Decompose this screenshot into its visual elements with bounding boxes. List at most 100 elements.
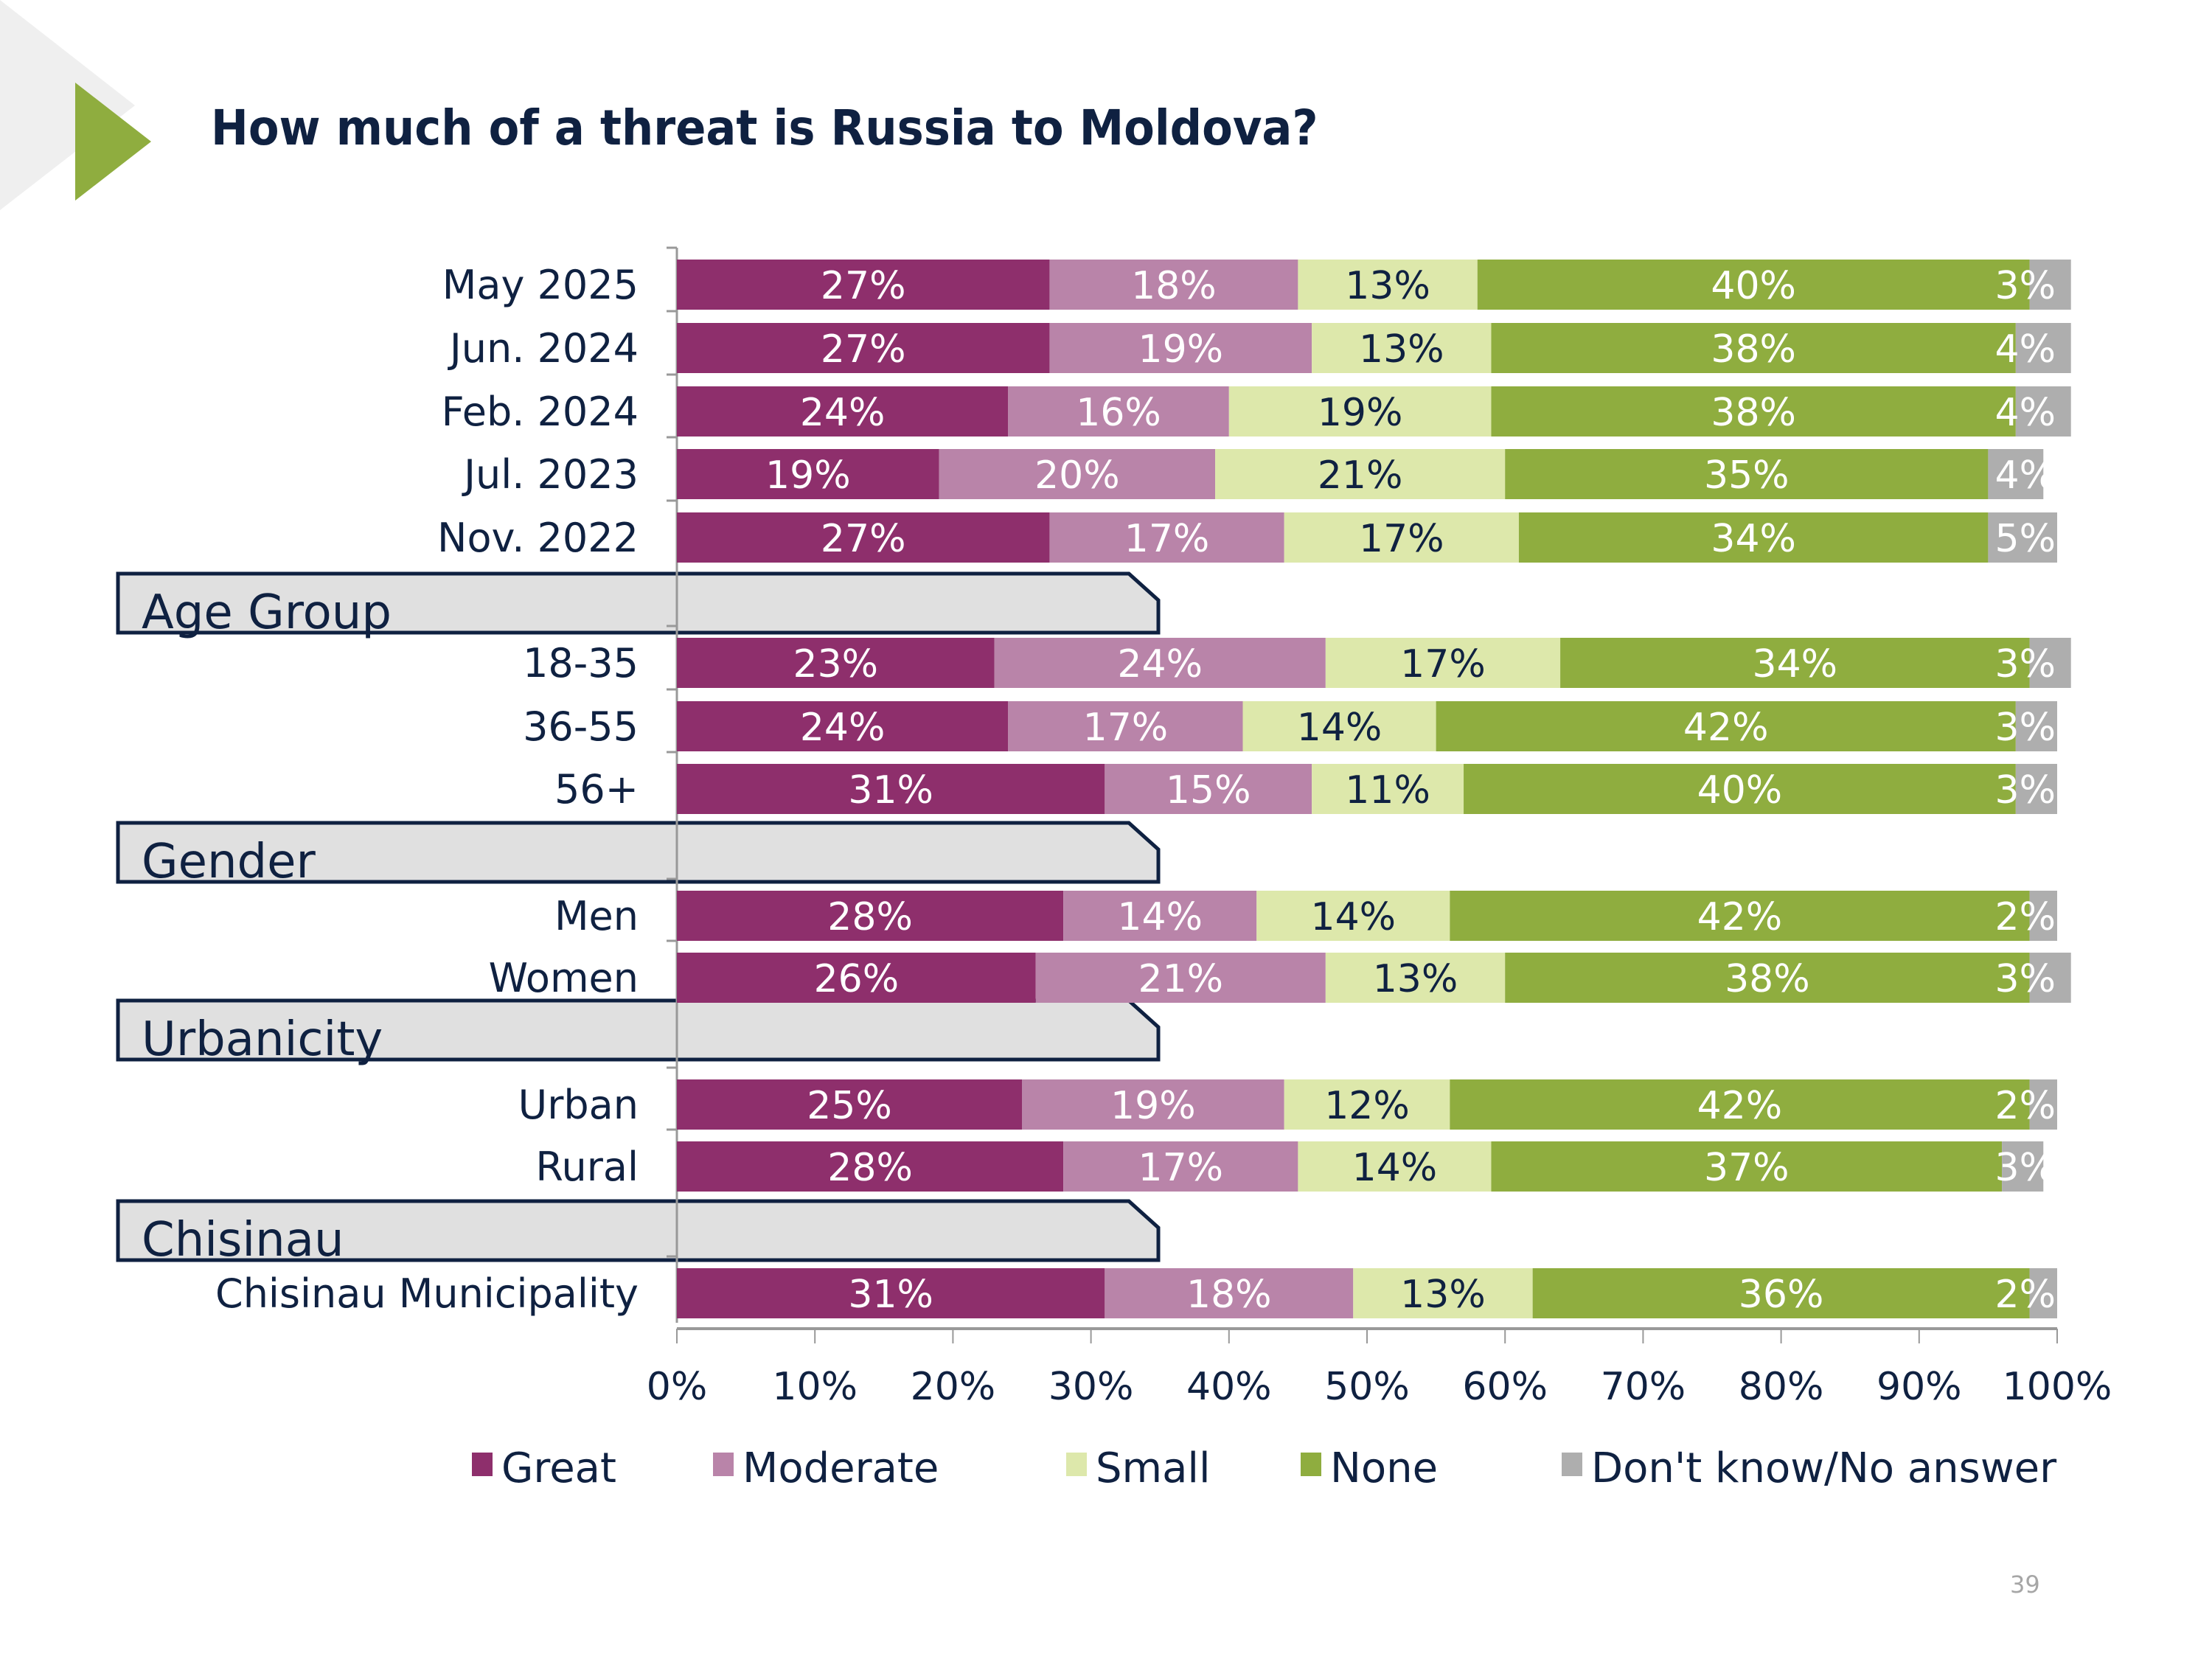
data-label: 40%: [1711, 264, 1796, 308]
bar-row: May 2025 27% 18% 13% 40% 3%: [442, 260, 2071, 310]
bar-row: Rural 28% 17% 14% 37% 3%: [535, 1141, 2056, 1192]
bar-row: 56+ 31% 15% 11% 40% 3%: [554, 764, 2057, 814]
data-label: 11%: [1345, 768, 1430, 813]
bar-segment-none: [1450, 891, 2030, 941]
data-label: 17%: [1124, 517, 1210, 561]
page-number: 39: [2010, 1571, 2040, 1599]
bar-segment-don-t-know-no-answer: [2015, 764, 2057, 814]
section-header-label: Chisinau: [142, 1213, 344, 1267]
legend-label: None: [1330, 1444, 1438, 1492]
x-tick-label: 70%: [1601, 1365, 1686, 1409]
bar-segment-small: [1353, 1268, 1533, 1318]
bar-segment-great: [677, 1079, 1022, 1130]
data-label: 19%: [1318, 391, 1403, 435]
legend-swatch-icon: [713, 1453, 734, 1476]
data-label: 14%: [1297, 706, 1382, 750]
background-triangle-icon: [0, 0, 135, 210]
category-label: Jul. 2023: [462, 451, 639, 498]
data-label: 18%: [1186, 1273, 1272, 1317]
data-label: 14%: [1310, 895, 1396, 939]
legend-label: Great: [501, 1444, 616, 1492]
data-label: 4%: [1995, 327, 2056, 372]
bar-segment-small: [1312, 323, 1492, 373]
bar-row: Jul. 2023 19% 20% 21% 35% 4%: [462, 449, 2056, 499]
bar-segment-don-t-know-no-answer: [2029, 1079, 2057, 1130]
section-header-label: Age Group: [142, 585, 392, 640]
data-label: 27%: [821, 517, 906, 561]
bar-segment-moderate: [1105, 764, 1312, 814]
data-label: 4%: [1995, 391, 2056, 435]
legend-swatch-icon: [1562, 1453, 1582, 1476]
bar-segment-small: [1325, 638, 1561, 688]
category-label: Jun. 2024: [448, 325, 639, 372]
data-label: 28%: [827, 1146, 913, 1190]
bar-segment-small: [1256, 891, 1450, 941]
bar-segment-great: [677, 386, 1009, 437]
bar-segment-moderate: [1105, 1268, 1354, 1318]
bar-segment-don-t-know-no-answer: [2015, 386, 2071, 437]
bar-segment-none: [1505, 449, 1989, 499]
section-header-age-group: Age Group: [116, 571, 1161, 640]
x-tick-label: 40%: [1186, 1365, 1272, 1409]
bar-segment-none: [1560, 638, 2030, 688]
category-label: Women: [489, 955, 639, 1001]
legend-swatch-icon: [1066, 1453, 1087, 1476]
category-label: May 2025: [442, 262, 639, 308]
data-label: 19%: [1138, 327, 1223, 372]
data-label: 27%: [821, 264, 906, 308]
data-label: 42%: [1697, 895, 1783, 939]
legend-item-moderate: Moderate: [713, 1444, 939, 1492]
data-label: 3%: [1995, 1146, 2056, 1190]
data-label: 3%: [1995, 768, 2056, 813]
data-label: 24%: [1117, 642, 1203, 686]
data-label: 34%: [1711, 517, 1796, 561]
section-header-label: Gender: [142, 835, 316, 889]
x-axis-ticks: 0% 10% 20% 30% 40% 50% 60% 70% 80% 90% 100%: [647, 1327, 2112, 1409]
bar-segment-none: [1436, 701, 2016, 751]
bar-segment-none: [1532, 1268, 2030, 1318]
data-label: 17%: [1138, 1146, 1223, 1190]
data-label: 18%: [1131, 264, 1217, 308]
bar-row: Men 28% 14% 14% 42% 2%: [554, 891, 2057, 941]
category-label: Rural: [535, 1144, 639, 1190]
legend-swatch-icon: [472, 1453, 493, 1476]
data-label: 23%: [793, 642, 878, 686]
category-label: 36-55: [523, 703, 639, 750]
bar-segment-great: [677, 701, 1009, 751]
bar-segment-small: [1298, 260, 1478, 310]
category-label: Feb. 2024: [442, 389, 639, 435]
data-label: 14%: [1117, 895, 1203, 939]
bar-segment-none: [1477, 260, 2030, 310]
data-label: 27%: [821, 327, 906, 372]
bar-segment-small: [1242, 701, 1436, 751]
x-tick-label: 60%: [1462, 1365, 1548, 1409]
legend-item-don-t-know-no-answer: Don't know/No answer: [1562, 1444, 2057, 1492]
bar-segment-none: [1505, 953, 2030, 1003]
data-label: 35%: [1704, 453, 1790, 498]
bar-segment-small: [1284, 512, 1519, 563]
data-label: 3%: [1995, 642, 2056, 686]
chart-legend: Great Moderate Small None Don't know/No answ…: [472, 1444, 2057, 1492]
data-label: 42%: [1697, 1084, 1783, 1128]
category-label: Nov. 2022: [437, 515, 639, 561]
bar-segment-small: [1215, 449, 1506, 499]
data-label: 36%: [1739, 1273, 1824, 1317]
bar-segment-moderate: [1008, 386, 1229, 437]
legend-item-none: None: [1301, 1444, 1438, 1492]
section-header-label: Urbanicity: [142, 1012, 383, 1067]
data-label: 34%: [1753, 642, 1838, 686]
data-label: 2%: [1995, 1273, 2056, 1317]
bar-row: Feb. 2024 24% 16% 19% 38% 4%: [442, 386, 2071, 437]
bar-segment-moderate: [1022, 1079, 1284, 1130]
data-label: 19%: [1110, 1084, 1196, 1128]
slide-title: How much of a threat is Russia to Moldov…: [211, 100, 1318, 156]
section-header-chisinau: Chisinau: [116, 1199, 1161, 1267]
category-label: Urban: [518, 1082, 639, 1128]
bar-row: Urban 25% 19% 12% 42% 2%: [518, 1079, 2057, 1130]
data-label: 42%: [1683, 706, 1769, 750]
data-label: 2%: [1995, 895, 2056, 939]
bar-segment-moderate: [1049, 260, 1298, 310]
data-label: 14%: [1352, 1146, 1438, 1190]
data-label: 13%: [1359, 327, 1444, 372]
